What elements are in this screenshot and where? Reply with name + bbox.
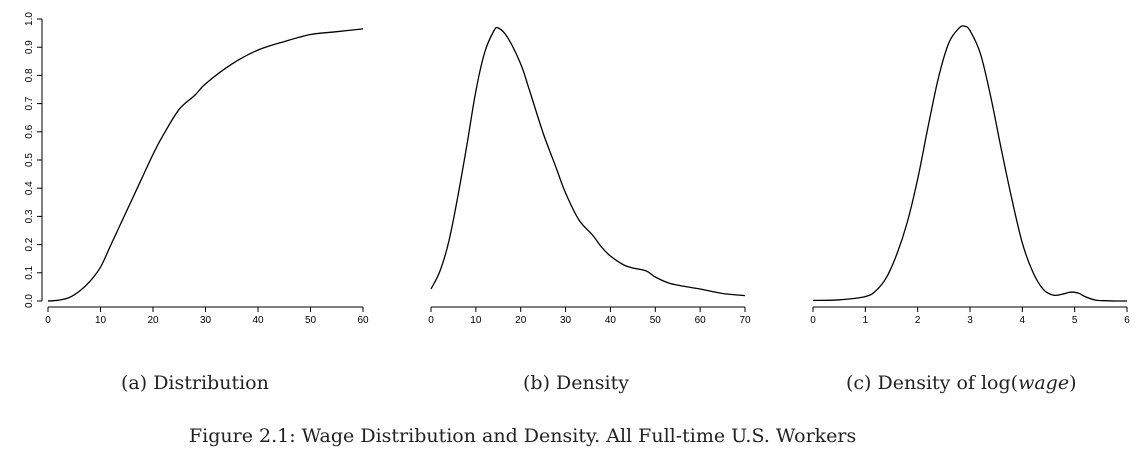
y-tick-label: 0.2 — [24, 237, 35, 251]
x-tick-label: 4 — [1020, 315, 1026, 326]
x-tick-label: 20 — [515, 315, 527, 326]
chart-panel-b: 0 10 20 30 40 50 60 70 — [428, 26, 751, 326]
panel-a-caption: (a) Distribution — [121, 372, 269, 394]
panel-c-caption-italic: wage — [1018, 372, 1070, 394]
panel-b-caption: (b) Density — [523, 372, 629, 394]
y-tick-label: 0.1 — [24, 265, 35, 279]
x-tick-label: 60 — [695, 315, 707, 326]
x-tick-label: 0 — [810, 315, 816, 326]
x-tick-label: 3 — [967, 315, 973, 326]
x-tick-label: 2 — [915, 315, 921, 326]
series-line — [430, 26, 746, 297]
x-tick-label: 1 — [863, 315, 869, 326]
x-tick-label: 50 — [650, 315, 662, 326]
y-tick-label: 0.0 — [24, 294, 35, 308]
x-tick-label: 50 — [305, 315, 317, 326]
figure-caption: Figure 2.1: Wage Distribution and Densit… — [189, 425, 857, 447]
x-tick-label: 5 — [1072, 315, 1078, 326]
series-line — [47, 28, 364, 302]
y-tick-label: 0.6 — [24, 124, 35, 138]
y-tick-label: 0.9 — [24, 40, 35, 54]
panel-c-caption: (c) Density of log(wage) — [846, 372, 1076, 394]
x-tick-label: 70 — [739, 315, 751, 326]
x-tick-label: 10 — [95, 315, 107, 326]
y-tick-label: 0.7 — [24, 96, 35, 110]
y-tick-label: 0.4 — [24, 181, 35, 195]
panel-c-caption-prefix: (c) Density of log( — [846, 372, 1019, 394]
y-tick-label: 0.5 — [24, 153, 35, 167]
chart-panel-a: 0 10 20 30 40 50 60 0.0 0.1 0.2 0.3 0.4 0.5 0.6 0.7 0.8… — [24, 12, 369, 326]
x-tick-label: 20 — [147, 315, 159, 326]
x-tick-label: 60 — [357, 315, 369, 326]
y-tick-label: 0.3 — [24, 209, 35, 223]
x-tick-label: 30 — [560, 315, 572, 326]
x-tick-label: 10 — [470, 315, 482, 326]
x-tick-label: 0 — [45, 315, 51, 326]
y-tick-label: 1.0 — [24, 12, 35, 26]
series-line — [812, 25, 1127, 302]
x-tick-label: 40 — [605, 315, 617, 326]
x-tick-label: 6 — [1124, 315, 1130, 326]
y-tick-label: 0.8 — [24, 68, 35, 82]
x-tick-label: 0 — [428, 315, 434, 326]
chart-panel-c: 0 1 2 3 4 5 6 — [810, 25, 1130, 326]
panel-c-caption-suffix: ) — [1069, 372, 1077, 394]
x-tick-label: 30 — [200, 315, 212, 326]
x-tick-label: 40 — [252, 315, 264, 326]
